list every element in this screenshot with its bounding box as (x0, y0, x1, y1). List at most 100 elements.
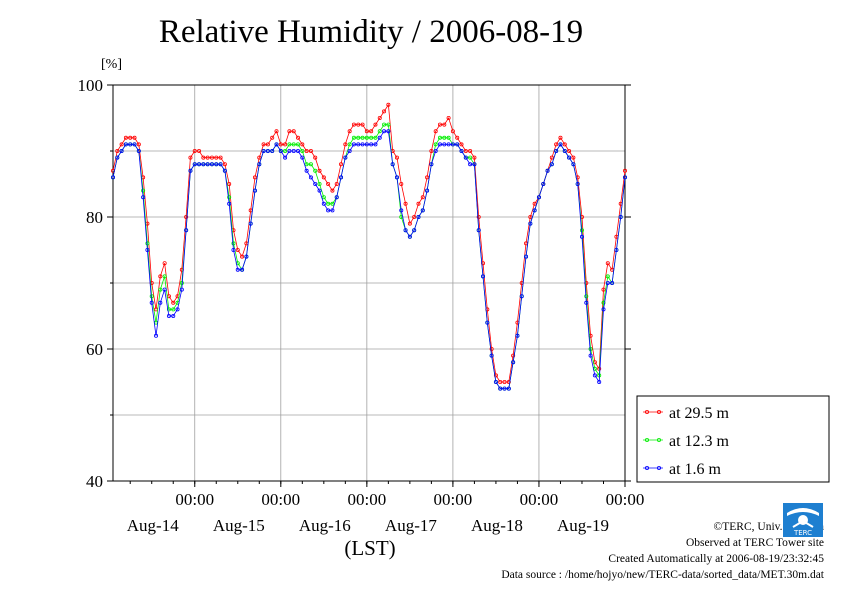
x-tick-date-label: Aug-16 (299, 516, 351, 535)
data-point (300, 155, 305, 160)
data-point (579, 234, 584, 239)
data-point (476, 214, 481, 219)
data-point (304, 168, 309, 173)
data-point (442, 122, 447, 127)
data-point (459, 142, 464, 147)
data-point (304, 148, 309, 153)
data-point (321, 175, 326, 180)
data-point (115, 155, 120, 160)
data-point (373, 122, 378, 127)
data-point (330, 188, 335, 193)
data-point (412, 214, 417, 219)
data-point (618, 214, 623, 219)
data-point (536, 195, 541, 200)
data-point (416, 201, 421, 206)
legend-label: at 1.6 m (669, 461, 722, 478)
data-point (528, 221, 533, 226)
data-point (141, 188, 146, 193)
data-point (386, 129, 391, 134)
data-point (532, 201, 537, 206)
data-point (437, 142, 442, 147)
data-point (270, 135, 275, 140)
data-point (334, 181, 339, 186)
data-point (554, 148, 559, 153)
data-point (209, 155, 214, 160)
data-point (149, 294, 154, 299)
data-point (601, 307, 606, 312)
data-point (274, 142, 279, 147)
data-point (326, 181, 331, 186)
data-point (261, 142, 266, 147)
data-point (252, 175, 257, 180)
data-point (326, 208, 331, 213)
data-point (136, 142, 141, 147)
legend-marker (657, 465, 662, 470)
data-point (459, 148, 464, 153)
data-point (433, 148, 438, 153)
data-point (446, 116, 451, 121)
x-tick-time-label: 00:00 (347, 490, 386, 509)
data-point (545, 168, 550, 173)
data-point (498, 379, 503, 384)
data-point (296, 142, 301, 147)
data-point (605, 274, 610, 279)
y-tick-label: 80 (86, 208, 103, 227)
data-point (382, 122, 387, 127)
data-point (481, 274, 486, 279)
data-point (171, 300, 176, 305)
data-point (141, 195, 146, 200)
data-point (403, 201, 408, 206)
data-point (468, 155, 473, 160)
legend-marker (645, 437, 650, 442)
data-point (343, 155, 348, 160)
legend-marker (657, 409, 662, 414)
data-point (111, 175, 116, 180)
y-axis-unit: [%] (101, 57, 122, 72)
data-point (158, 287, 163, 292)
data-point (425, 175, 430, 180)
data-point (261, 148, 266, 153)
data-point (502, 379, 507, 384)
data-point (489, 346, 494, 351)
data-point (455, 135, 460, 140)
x-tick-time-label: 00:00 (261, 490, 300, 509)
data-point (218, 155, 223, 160)
data-point (425, 188, 430, 193)
data-point (291, 142, 296, 147)
y-tick-label: 60 (86, 340, 103, 359)
data-point (360, 122, 365, 127)
data-point (330, 201, 335, 206)
data-point (356, 135, 361, 140)
data-point (369, 142, 374, 147)
data-point (511, 353, 516, 358)
data-point (123, 135, 128, 140)
data-point (450, 129, 455, 134)
data-point (549, 155, 554, 160)
data-point (119, 148, 124, 153)
data-point (132, 142, 137, 147)
data-point (257, 155, 262, 160)
data-point (205, 155, 210, 160)
data-point (296, 148, 301, 153)
x-tick-time-label: 00:00 (175, 490, 214, 509)
data-point (446, 135, 451, 140)
legend-label: at 12.3 m (669, 433, 730, 450)
data-point (128, 135, 133, 140)
data-point (283, 142, 288, 147)
data-point (567, 155, 572, 160)
data-point (382, 109, 387, 114)
data-point (222, 162, 227, 167)
data-point (476, 228, 481, 233)
data-point (317, 168, 322, 173)
data-point (154, 333, 159, 338)
x-tick-date-label: Aug-19 (557, 516, 609, 535)
data-point (528, 214, 533, 219)
data-point (227, 195, 232, 200)
data-point (558, 135, 563, 140)
data-point (360, 135, 365, 140)
data-point (257, 162, 262, 167)
data-point (588, 353, 593, 358)
data-point (326, 201, 331, 206)
series-line (112, 103, 626, 383)
